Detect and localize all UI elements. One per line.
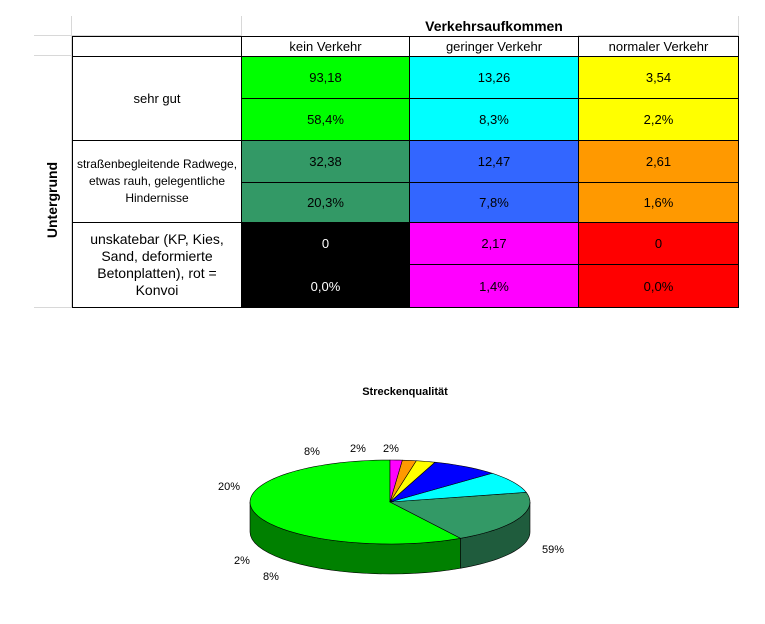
value-cell: 13,26: [409, 56, 579, 99]
percent-cell: 1,4%: [409, 264, 579, 308]
chart-title: Streckenqualität: [362, 386, 448, 398]
row-label-radwege: straßenbegleitende Radwege, etwas rauh, …: [72, 140, 242, 223]
value-cell: 2,17: [409, 222, 579, 265]
pie-slice-label: 2%: [383, 443, 399, 455]
pie-slice: [389, 461, 494, 503]
grid-cell: [34, 36, 72, 56]
row-label-unskatebar: unskatebar (KP, Kies, Sand, deformierte …: [72, 222, 242, 308]
value-cell: 3,54: [578, 56, 739, 99]
group-header: Verkehrsaufkommen: [425, 17, 563, 34]
pie-slice-label: 59%: [542, 544, 564, 556]
pie-slice-label: 20%: [218, 481, 240, 493]
pie-slice-label: 8%: [304, 446, 320, 458]
grid-cell: [34, 16, 72, 36]
percent-cell: 1,6%: [578, 182, 739, 223]
pie-slice-label: 8%: [263, 571, 279, 583]
pie-slice: [388, 492, 531, 539]
percent-cell: 0,0%: [578, 264, 739, 308]
value-cell: 12,47: [409, 140, 579, 183]
grid-cell: [72, 16, 242, 36]
pie-slice-label: 2%: [234, 555, 250, 567]
grid-cell: [578, 16, 739, 36]
pie-slice: [249, 459, 462, 545]
percent-cell: 7,8%: [409, 182, 579, 223]
row-group-cell: [34, 56, 72, 308]
percent-cell: 58,4%: [241, 98, 410, 141]
value-cell: 2,61: [578, 140, 739, 183]
percent-cell: 2,2%: [578, 98, 739, 141]
pie-slice: [389, 472, 527, 503]
pie-slice-label: 2%: [350, 443, 366, 455]
pie-slice: [389, 459, 403, 503]
